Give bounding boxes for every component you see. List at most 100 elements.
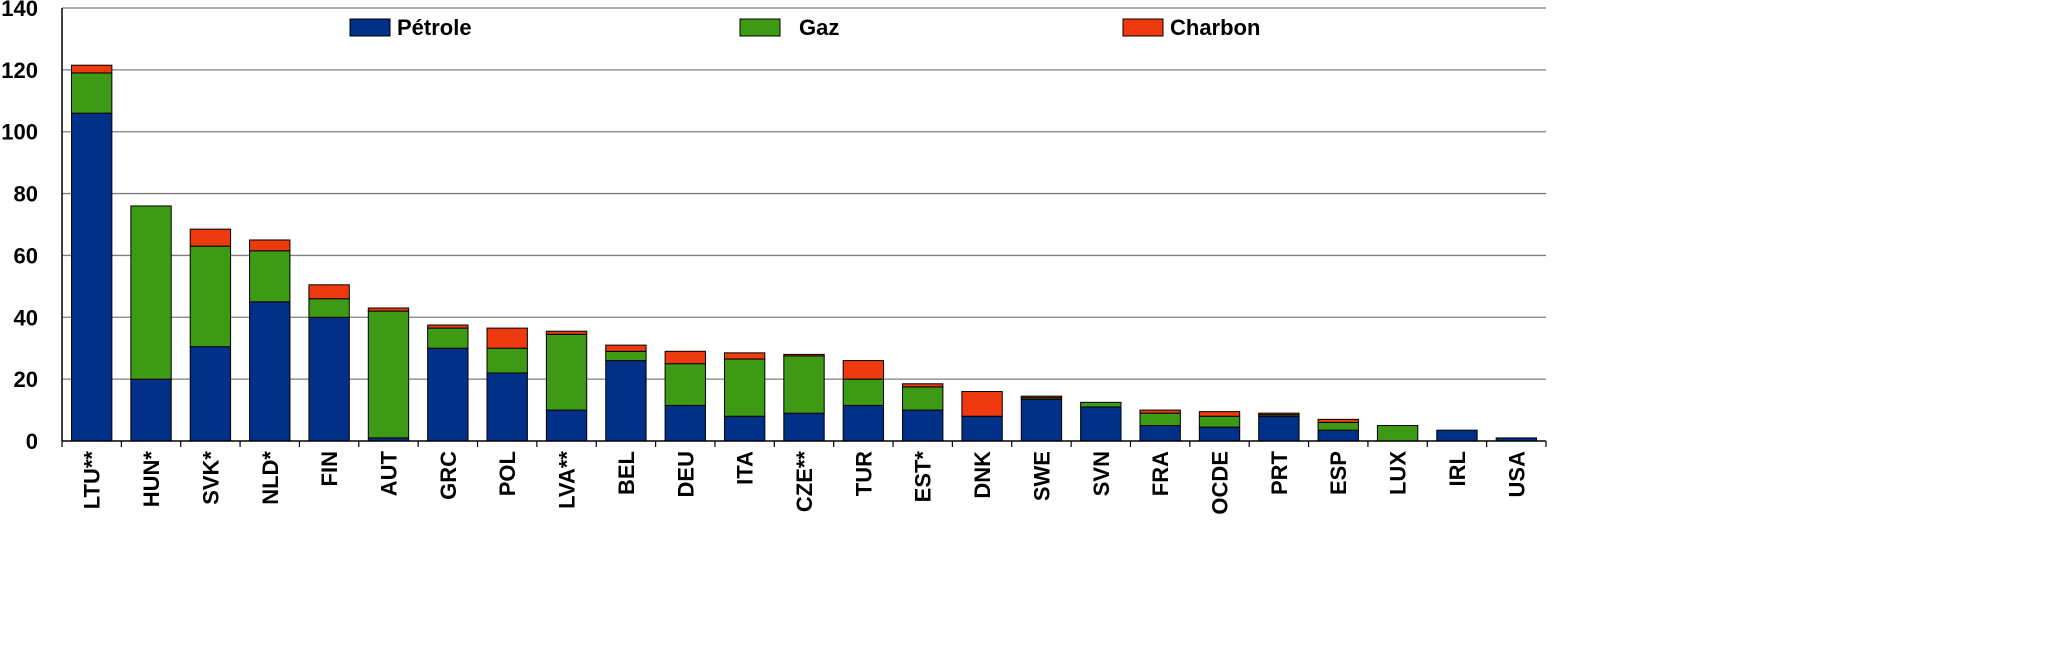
bar-segment: [130, 378, 172, 442]
x-tick-label: DEU: [673, 451, 698, 497]
bar-segment: [1020, 395, 1063, 399]
bar-segment: [189, 228, 232, 247]
x-tick-label: LTU**: [80, 451, 105, 510]
bar-segment: [486, 372, 528, 442]
bar-segment: [1198, 426, 1241, 442]
bar-segment: [902, 386, 944, 411]
bar-segment: [427, 327, 469, 349]
x-tick-label: SVN: [1089, 451, 1114, 496]
bar-segment: [1080, 401, 1122, 408]
bar-segment: [605, 360, 647, 442]
y-tick-label: 120: [1, 58, 38, 83]
x-tick-label: SVK*: [198, 451, 223, 505]
bar-segment: [1317, 421, 1359, 431]
bar-segment: [961, 391, 1003, 417]
bar-segment: [249, 250, 291, 303]
bar-segment: [1139, 409, 1181, 414]
bar-segment: [70, 72, 113, 114]
bar-segment: [1139, 425, 1181, 442]
bar-segment: [1198, 415, 1241, 428]
bar-segment: [249, 239, 291, 252]
bar-segment: [1258, 412, 1300, 416]
x-tick-label: DNK: [970, 451, 995, 499]
x-tick-label: POL: [495, 451, 520, 496]
legend-label: Gaz: [799, 15, 839, 40]
y-tick-label: 40: [14, 305, 38, 330]
legend-swatch: [349, 18, 391, 37]
x-tick-label: LVA**: [555, 451, 580, 509]
legend-label: Pétrole: [397, 15, 472, 40]
bar-segment: [1020, 398, 1063, 442]
x-tick-label: AUT: [376, 450, 401, 496]
bar-segment: [783, 353, 825, 357]
bar-segment: [367, 310, 410, 439]
bar-segment: [783, 412, 825, 442]
bar-segment: [842, 378, 885, 406]
bar-segment: [249, 301, 291, 442]
x-tick-label: PRT: [1267, 450, 1292, 495]
y-tick-label: 20: [14, 367, 38, 392]
x-tick-label: ITA: [733, 451, 758, 485]
bar-segment: [70, 64, 113, 74]
bar-segment: [664, 350, 706, 365]
x-tick-label: EST*: [911, 451, 936, 503]
bar-segment: [1317, 429, 1359, 442]
x-tick-label: FIN: [317, 451, 342, 486]
y-tick-label: 140: [1, 0, 38, 21]
bar-segment: [1139, 412, 1181, 427]
bar-segment: [961, 415, 1003, 442]
bar-segment: [427, 324, 469, 329]
bar-segment: [308, 316, 350, 442]
bar-segment: [1080, 406, 1122, 442]
bar-segment: [130, 205, 172, 380]
y-tick-label: 60: [14, 243, 38, 268]
x-tick-label: LUX: [1386, 451, 1411, 495]
bar-segment: [367, 307, 410, 312]
bar-segment: [664, 404, 706, 442]
bar-segment: [1317, 418, 1359, 423]
x-tick-label: USA: [1504, 451, 1529, 498]
bar-segment: [723, 352, 766, 360]
bar-segment: [902, 383, 944, 388]
bar-segment: [1376, 425, 1419, 442]
bar-segment: [783, 355, 825, 414]
bar-segment: [427, 347, 469, 442]
x-tick-label: GRC: [436, 451, 461, 500]
y-tick-label: 0: [26, 429, 38, 454]
bar-segment: [1258, 415, 1300, 442]
bar-segment: [308, 298, 350, 318]
bars: [70, 64, 1538, 442]
bar-segment: [308, 284, 350, 300]
bar-segment: [605, 350, 647, 362]
legend: Pétrole Gaz Charbon: [349, 15, 1260, 40]
bar-segment: [664, 363, 706, 406]
bar-segment: [545, 409, 588, 442]
bar-segment: [1436, 429, 1478, 442]
bar-segment: [902, 409, 944, 442]
x-tick-label: ESP: [1326, 451, 1351, 495]
x-tick-label: IRL: [1445, 451, 1470, 486]
legend-swatch: [739, 18, 781, 37]
bar-segment: [842, 404, 885, 442]
x-tick-label: TUR: [851, 451, 876, 496]
bar-segment: [1198, 411, 1241, 417]
bar-segment: [545, 333, 588, 411]
x-tick-label: SWE: [1029, 451, 1054, 501]
bar-segment: [723, 415, 766, 442]
x-tick-label: NLD*: [258, 451, 283, 505]
bar-segment: [545, 330, 588, 335]
x-tick-label: OCDE: [1208, 451, 1233, 515]
x-tick-label: HUN*: [139, 451, 164, 508]
bar-segment: [70, 112, 113, 442]
x-tick-label: CZE**: [792, 451, 817, 513]
bar-segment: [486, 327, 528, 349]
y-tick-label: 80: [14, 182, 38, 207]
y-tick-label: 100: [1, 120, 38, 145]
bar-segment: [189, 245, 232, 348]
x-tick-label: FRA: [1148, 451, 1173, 496]
bar-segment: [842, 360, 885, 380]
x-tick-label: BEL: [614, 451, 639, 495]
bar-segment: [723, 358, 766, 417]
